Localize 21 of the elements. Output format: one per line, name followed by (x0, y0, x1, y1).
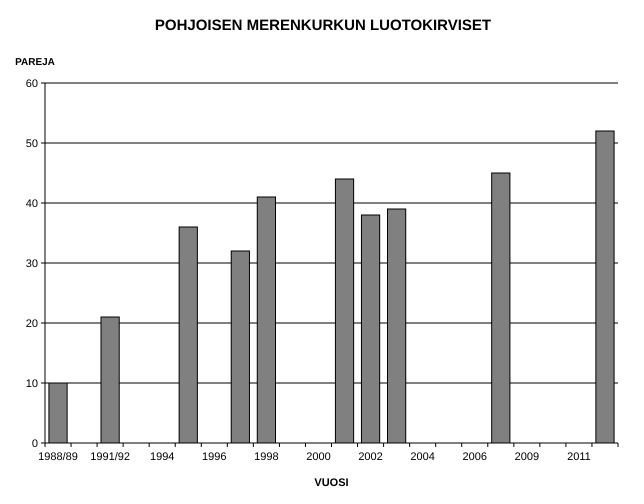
y-tick-label: 20 (26, 318, 38, 330)
x-axis-title: VUOSI (314, 477, 349, 489)
x-tick-label: 2004 (410, 451, 435, 463)
x-tick-label: 1994 (150, 451, 174, 463)
y-tick-label: 60 (26, 78, 38, 90)
x-tick-label: 2000 (306, 451, 331, 463)
x-tick-label: 2006 (462, 451, 487, 463)
y-tick-label: 0 (32, 438, 38, 450)
y-axis-title: PAREJA (15, 57, 55, 68)
x-tick-label: 1988/89 (38, 451, 78, 463)
x-tick-label: 2002 (358, 451, 383, 463)
y-tick-label: 10 (26, 378, 38, 390)
x-tick-label: 1998 (254, 451, 279, 463)
x-tick-label: 2009 (514, 451, 540, 463)
y-tick-label: 50 (26, 138, 38, 150)
chart-title: POHJOISEN MERENKURKUN LUOTOKIRVISET (154, 17, 492, 34)
x-tick-label: 2011 (567, 451, 591, 463)
x-tick-label: 1996 (202, 451, 227, 463)
y-tick-label: 30 (26, 258, 38, 270)
x-tick-label: 1991/92 (90, 451, 130, 463)
y-tick-label: 40 (26, 198, 38, 210)
